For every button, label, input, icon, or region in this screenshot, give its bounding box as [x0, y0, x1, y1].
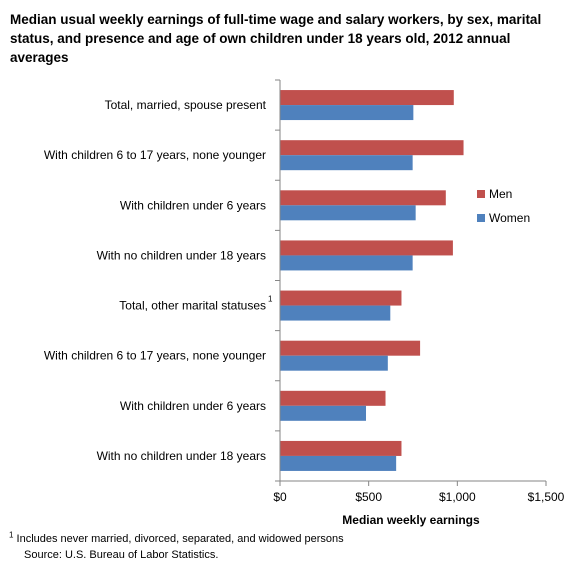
x-tick-label: $500: [355, 490, 382, 504]
category-label: With no children under 18 years: [97, 248, 266, 262]
bar-men: [280, 340, 421, 356]
bar-women: [280, 155, 413, 171]
bar-men: [280, 440, 402, 456]
bar-women: [280, 455, 397, 471]
footnote-marker: 1: [9, 530, 14, 540]
bar-women: [280, 105, 414, 121]
legend-swatch-men: [477, 190, 485, 198]
category-superscript: 1: [268, 295, 273, 304]
footnote: 1 Includes never married, divorced, sepa…: [9, 530, 344, 545]
bar-men: [280, 190, 446, 206]
bar-women: [280, 305, 391, 321]
category-label: With children under 6 years: [120, 399, 266, 413]
category-label: With children 6 to 17 years, none younge…: [44, 349, 266, 363]
bar-women: [280, 405, 367, 421]
x-tick-label: $1,000: [439, 490, 476, 504]
bar-women: [280, 205, 416, 221]
legend-label-men: Men: [489, 187, 512, 201]
bar-men: [280, 140, 464, 156]
x-tick-label: $1,500: [528, 490, 565, 504]
legend-label-women: Women: [489, 211, 530, 225]
bar-women: [280, 355, 388, 371]
category-label: Total, other marital statuses: [119, 299, 266, 313]
x-axis-label: Median weekly earnings: [342, 513, 480, 527]
category-label: With children under 6 years: [120, 198, 266, 212]
bar-men: [280, 290, 402, 306]
legend-swatch-women: [477, 214, 485, 222]
x-tick-label: $0: [273, 490, 287, 504]
category-label: With no children under 18 years: [97, 449, 266, 463]
chart-title: Median usual weekly earnings of full-tim…: [10, 12, 542, 65]
bar-women: [280, 255, 413, 271]
bar-men: [280, 90, 454, 106]
footnote-text: Includes never married, divorced, separa…: [16, 533, 344, 545]
category-label: With children 6 to 17 years, none younge…: [44, 148, 266, 162]
source-note: Source: U.S. Bureau of Labor Statistics.: [24, 549, 219, 561]
category-label: Total, married, spouse present: [105, 98, 267, 112]
bar-men: [280, 240, 453, 256]
bar-men: [280, 390, 386, 406]
